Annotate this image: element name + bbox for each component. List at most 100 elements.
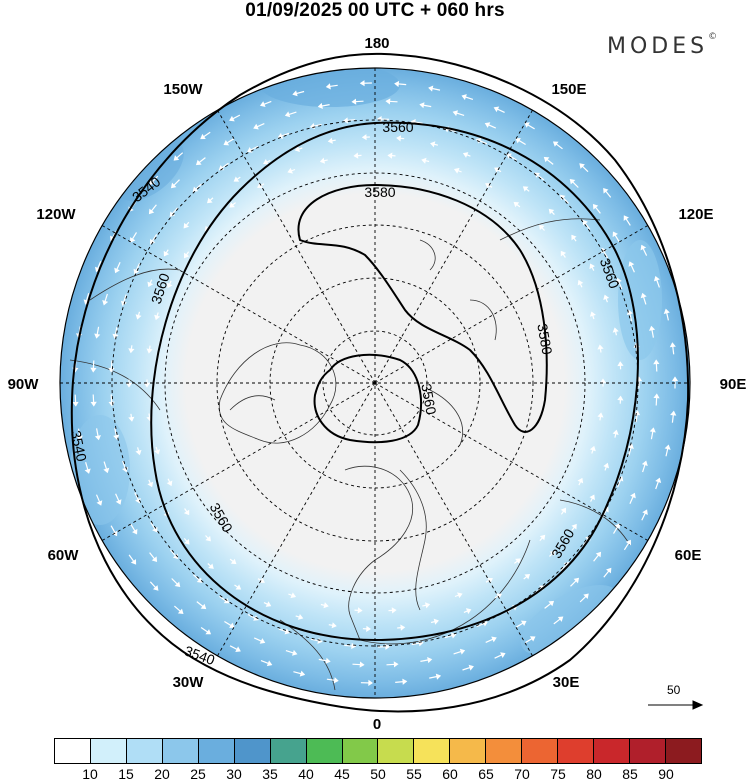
wind-arrow-head <box>72 401 79 407</box>
wind-arrow-head <box>524 122 530 128</box>
wind-arrow-head <box>640 244 647 251</box>
wind-arrow-head <box>229 622 235 628</box>
colorbar-swatch <box>522 739 559 763</box>
wind-arrow-head <box>135 314 142 320</box>
wind-arrow-head <box>247 147 253 153</box>
wind-arrow-head <box>292 90 298 97</box>
wind-arrow-head <box>649 325 656 331</box>
contour-3540 <box>70 52 690 713</box>
wind-arrow-head <box>361 134 367 141</box>
colorbar-swatch <box>414 739 451 763</box>
height-contours <box>70 52 690 713</box>
wind-arrow-head <box>670 410 677 416</box>
wind-arrow-head <box>173 155 180 161</box>
colorbar-swatch <box>594 739 630 763</box>
colorbar-tick-label: 40 <box>298 766 314 782</box>
wind-arrow-head <box>325 657 331 664</box>
wind-arrow-head <box>433 618 439 625</box>
colorbar <box>54 738 702 764</box>
wind-arrow-head <box>146 348 153 354</box>
wind-arrow-head <box>597 412 604 418</box>
wind-arrow-head <box>90 401 97 407</box>
wind-arrow-head <box>357 607 363 614</box>
wind-arrow-head <box>641 460 648 467</box>
wind-arrow-head <box>515 558 521 564</box>
contour-label: 3580 <box>534 322 555 356</box>
wind-arrow-head <box>617 361 624 367</box>
map-border <box>59 67 691 699</box>
colorbar-tick-label: 75 <box>550 766 566 782</box>
modes-logo: MODES© <box>607 32 717 59</box>
wind-arrow-head <box>333 677 339 684</box>
colorbar-tick-label: 55 <box>406 766 422 782</box>
wind-arrow-head <box>154 314 161 321</box>
wind-arrow-head <box>147 281 154 288</box>
wind-arrow-head <box>468 664 474 671</box>
wind-arrow-head <box>133 268 140 275</box>
wind-arrow-head <box>223 140 230 146</box>
wind-arrow-head <box>257 182 263 189</box>
wind-arrow-head <box>263 159 269 165</box>
wind-arrow-head <box>603 462 610 469</box>
wind-arrow-head <box>424 602 431 609</box>
wind-arrow-head <box>166 480 173 487</box>
wind-arrow-head <box>560 507 567 514</box>
wind-arrow-head <box>599 378 607 384</box>
contour-label: 3540 <box>68 429 90 463</box>
wind-arrow-head <box>630 492 636 499</box>
lon-label-0: 0 <box>373 716 381 733</box>
wind-arrow-head <box>640 292 647 299</box>
wind-arrow-head <box>419 102 425 109</box>
wind-arrow-head <box>205 629 212 635</box>
wind-arrow-head <box>459 648 466 655</box>
colorbar-tick-label: 10 <box>82 766 98 782</box>
wind-arrow-head <box>183 509 190 516</box>
lon-label-60e: 60E <box>675 547 702 564</box>
wind-arrow-head <box>284 111 291 118</box>
wind-arrow-head <box>603 187 609 194</box>
wind-arrow-head <box>402 678 408 685</box>
wind-arrow-head <box>235 646 241 653</box>
wind-arrow-head <box>583 593 589 600</box>
wind-arrow-head <box>612 231 618 238</box>
wind-arrow-head <box>290 592 297 599</box>
lon-label-180: 180 <box>364 35 389 52</box>
wind-arrow-head <box>592 203 599 210</box>
wind-arrow-head <box>170 182 177 189</box>
colorbar-tick-label: 50 <box>370 766 386 782</box>
wind-arrow-head <box>435 673 442 680</box>
colorbar-tick-label: 60 <box>442 766 458 782</box>
wind-arrow-head <box>491 636 497 643</box>
wind-arrow-head <box>259 577 265 584</box>
colorbar-swatch <box>306 739 343 763</box>
lon-label-150w: 150W <box>163 81 203 98</box>
wind-arrow-head <box>297 613 304 620</box>
wind-arrow-head <box>669 342 676 348</box>
contour-3560-outer <box>150 121 639 642</box>
wind-arrow-head <box>653 359 660 365</box>
wind-arrow-head <box>671 376 679 382</box>
wind-arrow-head <box>235 584 242 590</box>
colorbar-swatch <box>665 739 701 763</box>
wind-arrow-head <box>506 153 512 159</box>
wind-arrow-head <box>548 600 555 607</box>
wind-arrow-head <box>589 263 595 270</box>
wind-arrow-head <box>174 581 181 588</box>
colorbar-tick-label: 45 <box>334 766 350 782</box>
wind-arrow-head <box>653 275 660 282</box>
colorbar-swatch <box>234 739 271 763</box>
wind-arrow-head <box>560 250 567 257</box>
colorbar-swatch <box>270 739 307 763</box>
colorbar-tick-label: 15 <box>118 766 134 782</box>
wind-arrow-head <box>642 509 648 516</box>
contour-label: 3580 <box>364 184 395 200</box>
wind-arrow-head <box>396 135 402 142</box>
wind-arrow-head <box>353 152 359 159</box>
contour-3560-inner <box>313 353 422 444</box>
wind-arrow-head <box>589 494 595 501</box>
wind-arrow-head <box>359 80 365 87</box>
wind-arrow-head <box>573 577 580 584</box>
wind-arrow-head <box>465 608 472 615</box>
graticule <box>60 68 690 698</box>
wind-arrow-head <box>115 499 122 505</box>
